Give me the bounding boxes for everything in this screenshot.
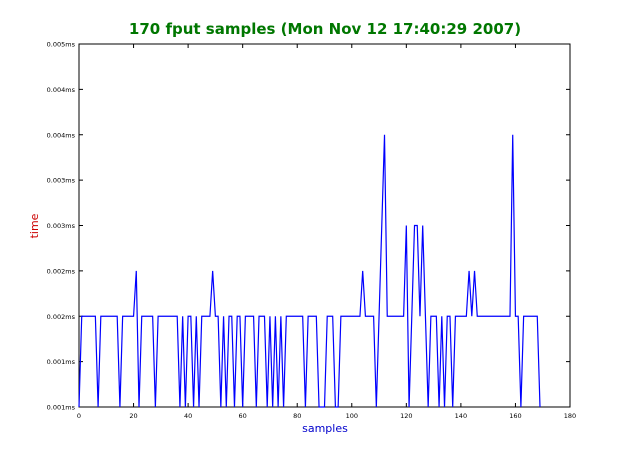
x-tick-label: 160 xyxy=(509,412,521,420)
x-tick-label: 180 xyxy=(564,412,576,420)
x-tick-label: 0 xyxy=(77,412,81,420)
y-tick-label: 0.001ms xyxy=(47,358,76,366)
y-tick-label: 0.002ms xyxy=(47,313,76,321)
x-tick-label: 140 xyxy=(455,412,467,420)
y-axis-label: time xyxy=(28,213,41,238)
x-tick-label: 60 xyxy=(239,412,247,420)
x-tick-label: 80 xyxy=(293,412,301,420)
plot-area xyxy=(78,43,571,408)
y-tick-label: 0.003ms xyxy=(47,222,76,230)
x-axis: 0 20 40 60 80 100 120 140 160 180 xyxy=(77,44,576,420)
chart-title: 170 fput samples (Mon Nov 12 17:40:29 20… xyxy=(129,20,521,38)
y-tick-label: 0.003ms xyxy=(47,177,76,185)
series-group xyxy=(78,134,541,408)
y-tick-label: 0.005ms xyxy=(47,41,76,49)
y-axis: 0.001ms 0.001ms 0.002ms 0.002ms 0.003ms 0.003… xyxy=(47,41,570,412)
x-tick-label: 120 xyxy=(400,412,412,420)
x-tick-label: 40 xyxy=(184,412,192,420)
y-tick-label: 0.001ms xyxy=(47,404,76,412)
y-tick-label: 0.004ms xyxy=(47,131,76,139)
series-line xyxy=(78,134,541,408)
x-axis-label: samples xyxy=(302,422,348,435)
x-tick-label: 20 xyxy=(129,412,137,420)
y-tick-label: 0.002ms xyxy=(47,267,76,275)
y-tick-label: 0.004ms xyxy=(47,86,76,94)
x-tick-label: 100 xyxy=(346,412,358,420)
